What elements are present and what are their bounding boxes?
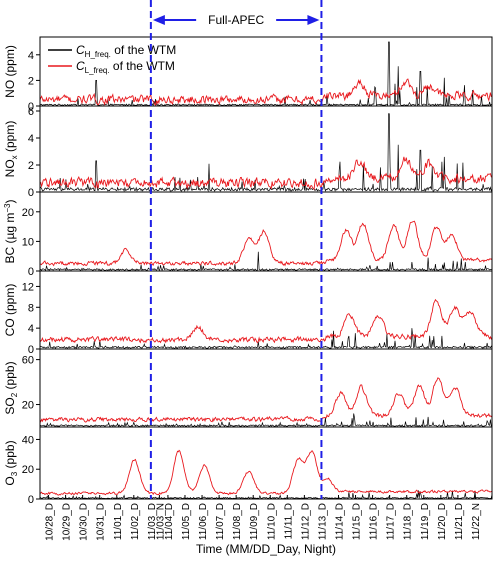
y-tick-label: 0 [28, 344, 34, 356]
panel-frame [39, 426, 493, 500]
y-tick-label: 0 [28, 187, 34, 199]
y-axis-label: BC (µg m−3) [3, 199, 17, 263]
series-high-freq-line-panel-6 [39, 490, 493, 500]
x-tick-label: 10/30_D [79, 503, 90, 541]
panel-2: 0 2 4 6 NOx (ppm) [3, 105, 493, 199]
x-tick-label: 11/17_D [386, 503, 397, 540]
chart-panels: 0 2 4 NO (ppm) 0 2 4 6 NOx (ppm) 0 10 20 BC (µg m−3)… [3, 36, 493, 506]
x-tick-label: 11/16_D [369, 503, 380, 540]
x-tick-label: 11/03_D [147, 503, 158, 540]
y-tick-label: 60 [22, 355, 34, 367]
y-tick-label: 0 [28, 101, 34, 113]
x-tick-label: 11/06_D [198, 503, 209, 540]
series-high-freq-line-panel-3 [39, 251, 493, 272]
apec-right-arrowhead [307, 15, 320, 25]
x-tick-label: 11/19_D [420, 503, 431, 540]
panel-frame [39, 191, 493, 272]
legend-entry-label: CL_freq. of the WTM [76, 59, 175, 75]
y-tick-label: 8 [28, 302, 34, 314]
panel-3: 0 10 20 BC (µg m−3) [3, 191, 493, 278]
y-tick-label: 12 [22, 281, 34, 293]
y-axis-label: O3 (ppb) [3, 440, 19, 485]
series-low-freq-line-panel-6 [39, 449, 493, 496]
y-axis-label: NOx (ppm) [3, 121, 19, 178]
x-tick-label: 11/21_D [454, 503, 465, 540]
x-tick-label: 11/20_D [437, 503, 448, 540]
y-tick-label: 4 [28, 50, 34, 62]
y-tick-label: 2 [28, 75, 34, 87]
y-tick-label: 20 [22, 400, 34, 412]
y-tick-label: 20 [22, 464, 34, 476]
apec-annotation: Full-APEC [152, 13, 320, 27]
x-tick-label: 11/14_D [334, 503, 345, 540]
panel-4: 0 4 8 12 CO (ppm) [3, 270, 493, 356]
x-axis: 10/28_D 10/29_D 10/30_D 10/31_D 11/01_D 11/02… [45, 495, 482, 556]
x-tick-label: 11/01_D [113, 503, 124, 540]
apec-period-lines [149, 0, 323, 499]
y-tick-label: 6 [28, 106, 34, 118]
y-tick-label: 4 [28, 323, 34, 335]
y-tick-label: 10 [22, 236, 34, 248]
series-low-freq-line-panel-4 [39, 298, 493, 344]
legend-entry-label: CH_freq. of the WTM [76, 43, 176, 59]
x-tick-label: 10/29_D [62, 503, 73, 541]
series-high-freq-line-panel-5 [39, 413, 493, 428]
x-tick-label: 11/02_D [130, 503, 141, 540]
x-tick-label: 11/07_D [215, 503, 226, 540]
y-axis-label: NO (ppm) [3, 45, 17, 98]
panel-frame [39, 348, 493, 428]
series-high-freq-line-panel-2 [39, 113, 493, 192]
x-tick-label: 10/28_D [45, 503, 56, 541]
x-tick-label: 11/09_D [249, 503, 260, 540]
x-tick-label: 11/15_D [352, 503, 363, 540]
x-tick-label: 11/04_D [164, 503, 175, 540]
x-tick-label: 11/12_D [300, 503, 311, 540]
series-high-freq-line-panel-4 [39, 328, 493, 350]
y-tick-label: 40 [22, 434, 34, 446]
x-axis-title: Time (MM/DD_Day, Night) [196, 542, 336, 556]
x-tick-label: 11/18_D [403, 503, 414, 540]
x-tick-label: 11/05_D [181, 503, 192, 540]
x-tick-label: 10/31_D [96, 503, 107, 541]
x-tick-label: 11/22_N [471, 503, 482, 540]
y-axis-label: SO2 (ppb) [3, 361, 19, 414]
series-low-freq-line-panel-2 [39, 156, 493, 191]
x-tick-label: 11/11_D [283, 503, 294, 539]
x-tick-label: 11/08_D [232, 503, 243, 540]
series-low-freq-line-panel-3 [39, 220, 493, 267]
series-low-freq-line-panel-1 [39, 78, 493, 107]
apec-left-arrowhead [152, 15, 165, 25]
x-tick-label: 11/10_D [266, 503, 277, 540]
y-tick-label: 20 [22, 207, 34, 219]
x-tick-label: 11/13_D [317, 503, 328, 540]
apec-label: Full-APEC [208, 13, 264, 27]
series-high-freq-line-panel-1 [40, 41, 493, 107]
y-tick-label: 0 [28, 266, 34, 278]
y-axis-label: CO (ppm) [3, 284, 17, 337]
y-tick-label: 2 [28, 160, 34, 172]
series-low-freq-line-panel-5 [39, 377, 493, 423]
y-tick-label: 0 [28, 494, 34, 506]
x-tick-label: 11/03_N [155, 503, 166, 540]
y-tick-label: 4 [28, 133, 34, 145]
